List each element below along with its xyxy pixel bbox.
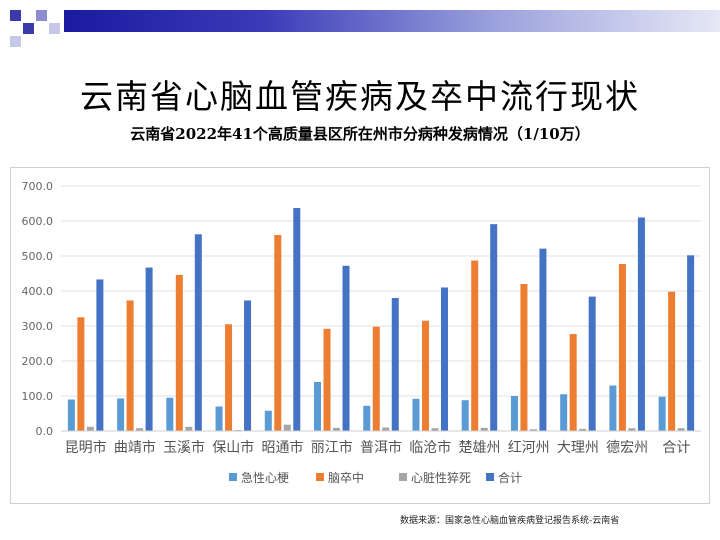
bar [658,396,666,431]
deco-square [23,23,34,34]
bar [618,264,626,431]
legend-label: 合计 [498,470,522,485]
header-decoration [0,0,720,50]
slide-title: 云南省心脑血管疾病及卒中流行现状 [80,77,640,116]
x-tick-label: 楚雄州 [458,440,500,456]
bar [391,298,399,431]
deco-square [10,10,21,21]
bar [145,267,153,431]
bar [136,428,144,431]
x-tick-label: 合计 [662,440,690,456]
bar [293,208,301,431]
deco-square [49,23,60,34]
bar [333,427,341,431]
x-tick-label: 丽江市 [311,439,353,456]
legend-label: 脑卒中 [328,470,364,485]
x-tick-label: 临沧市 [409,439,451,456]
bar [363,405,371,431]
y-tick-label: 600.0 [22,215,54,228]
bar [560,394,568,431]
y-tick-label: 400.0 [22,285,54,298]
bar [323,328,331,431]
slide-subtitle: 云南省2022年41个高质量县区所在州市分病种发病情况（1/10万） [130,125,590,143]
bar [461,400,469,431]
legend-swatch [486,473,494,481]
bar [372,326,380,431]
bar [490,224,498,431]
bar [421,320,429,431]
bar-chart: 0.0 100.0 200.0 300.0 400.0 500.0 600.0 700.0 昆明… [22,180,701,485]
bar [194,234,202,431]
bar [86,426,94,431]
bar [77,317,85,431]
bar [185,426,193,431]
bar [96,279,104,431]
deco-square [36,10,47,21]
bar [126,300,134,431]
bar [569,334,577,431]
bar [520,284,528,431]
bar [225,324,233,431]
header-band [64,10,720,32]
legend-swatch [399,473,407,481]
bar [637,217,645,431]
bar [166,397,174,431]
x-tick-label: 曲靖市 [114,439,156,456]
bar [175,274,183,431]
bar [314,382,322,431]
bar [609,385,617,431]
y-tick-label: 700.0 [22,180,54,193]
bar [234,429,242,431]
bar [382,427,390,431]
x-tick-label: 保山市 [212,439,254,456]
bar [67,399,75,431]
bar [283,424,291,431]
data-source-note: 数据来源：国家急性心脑血管疾病登记报告系统-云南省 [400,516,620,526]
y-tick-label: 500.0 [22,250,54,263]
bar [510,396,518,431]
x-tick-label: 昭通市 [262,439,304,456]
x-tick-label: 普洱市 [360,439,402,456]
bar [215,406,223,431]
bar [539,248,547,431]
bar [471,260,479,431]
bar [579,428,587,431]
x-tick-label: 德宏州 [606,440,648,456]
y-tick-label: 100.0 [22,390,54,403]
bar [244,300,252,431]
y-tick-label: 200.0 [22,355,54,368]
x-tick-label: 大理州 [557,440,599,456]
chart-area: 0.0 100.0 200.0 300.0 400.0 500.0 600.0 700.0 昆明… [10,167,710,504]
bar [529,429,537,431]
bar [440,287,448,431]
x-tick-label: 昆明市 [65,439,107,456]
bar [677,428,685,431]
y-tick-label: 0.0 [36,425,54,438]
x-tick-label: 玉溪市 [163,439,205,456]
legend-label: 心脏性猝死 [411,470,471,485]
x-tick-label: 红河州 [508,440,550,456]
bar [687,255,695,431]
bar [431,428,439,431]
bar [117,398,125,431]
legend-swatch [316,473,324,481]
bar [264,410,272,431]
legend-label: 急性心梗 [241,470,289,485]
legend-swatch [229,473,237,481]
y-tick-label: 300.0 [22,320,54,333]
bar [628,428,636,431]
bar [274,235,282,431]
bar [668,291,676,431]
bar [588,296,596,431]
bar [412,398,420,431]
deco-square [10,36,21,47]
bar [480,427,488,431]
bar [342,265,350,431]
